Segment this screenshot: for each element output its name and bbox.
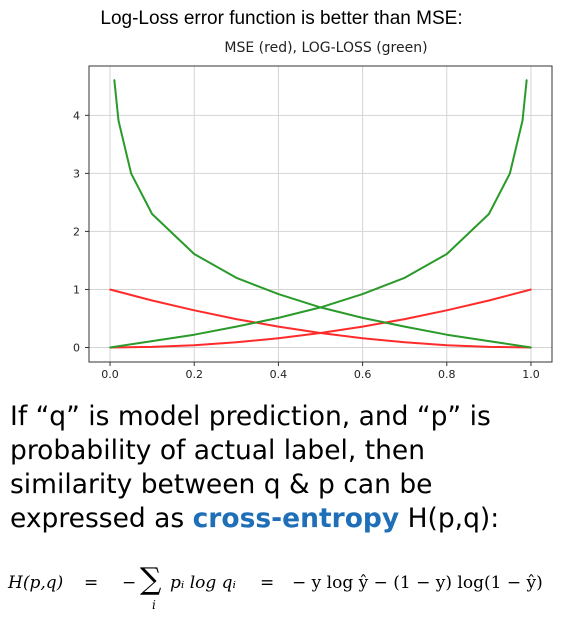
explanation-text: If “q” is model prediction, and “p” is p…	[10, 400, 555, 536]
data-point	[488, 299, 490, 302]
data-point	[361, 325, 364, 328]
grid-lines	[89, 66, 552, 362]
data-point	[361, 293, 364, 295]
data-point	[446, 309, 448, 312]
data-point	[151, 213, 153, 215]
y-tick-label: 2	[73, 225, 80, 238]
data-point	[488, 346, 490, 348]
axis-ticks: 0.0 0.2 0.4 0.6 0.8 1.0 0 1 2 3 4	[73, 109, 540, 381]
data-point	[113, 79, 116, 81]
data-point	[403, 325, 406, 328]
x-tick-label: 0.6	[354, 368, 372, 381]
data-point	[193, 333, 195, 336]
data-point	[151, 299, 153, 302]
sum-body: pᵢ log qᵢ	[170, 573, 236, 593]
data-point	[525, 79, 528, 81]
sum-symbol: ∑	[140, 562, 162, 597]
sum-index: i	[152, 598, 156, 612]
data-point	[403, 277, 406, 279]
chart-title: MSE (red), LOG-LOSS (green)	[224, 40, 427, 56]
x-tick-label: 0.4	[270, 368, 288, 381]
x-tick-label: 0.8	[438, 368, 456, 381]
cross-entropy-term: cross-entropy	[192, 503, 400, 534]
text-line-1: If “q” is model prediction, and “p” is	[10, 401, 491, 432]
data-point	[446, 344, 448, 347]
formula-minus: −	[122, 573, 137, 593]
data-point	[319, 306, 322, 309]
plot-frame	[88, 65, 553, 363]
data-point	[277, 337, 280, 340]
text-line-4-post: H(p,q):	[399, 503, 500, 534]
data-point	[277, 317, 280, 319]
data-point	[193, 309, 195, 312]
series-1	[109, 288, 532, 349]
data-point	[151, 340, 153, 342]
x-tick-label: 1.0	[522, 368, 540, 381]
data-point	[521, 119, 524, 122]
formula-equals-1: =	[84, 573, 99, 593]
data-point	[277, 293, 280, 295]
data-point	[130, 172, 132, 175]
y-tick-label: 0	[73, 341, 80, 354]
data-point	[530, 346, 532, 349]
text-line-4: expressed as cross-entropy H(p,q):	[10, 502, 555, 536]
data-point	[361, 317, 364, 319]
series-2	[113, 79, 532, 349]
data-point	[403, 318, 406, 320]
x-tick-label: 0.0	[101, 368, 119, 381]
data-point	[235, 277, 238, 279]
formula-rhs: − y log ŷ − (1 − y) log(1 − ŷ)	[292, 573, 543, 593]
data-point	[530, 288, 532, 291]
data-point	[235, 341, 238, 344]
loss-chart: MSE (red), LOG-LOSS (green) 0.0 0.2 0.4 0.6…	[73, 40, 553, 381]
series-lines	[109, 79, 532, 349]
formula-equals-2: =	[260, 573, 275, 593]
data-point	[277, 325, 280, 328]
data-point	[319, 332, 322, 334]
data-point	[488, 340, 490, 342]
data-point	[109, 346, 111, 349]
cross-entropy-formula: H(p,q) = − ∑ i pᵢ log qᵢ = − y log ŷ − (…	[8, 562, 558, 618]
data-point	[151, 346, 153, 348]
text-line-3: similarity between q & p can be	[10, 469, 433, 500]
formula-lhs: H(p,q)	[8, 573, 64, 593]
y-tick-label: 4	[73, 109, 80, 122]
series-3	[109, 79, 528, 349]
data-point	[509, 172, 511, 175]
x-tick-label: 0.2	[185, 368, 203, 381]
series-0	[109, 288, 532, 349]
data-point	[235, 318, 238, 320]
page-heading: Log-Loss error function is better than M…	[100, 8, 463, 29]
data-point	[193, 253, 195, 255]
y-tick-label: 1	[73, 283, 80, 296]
data-point	[446, 253, 448, 255]
data-point	[446, 333, 448, 336]
data-point	[235, 325, 238, 328]
data-point	[117, 119, 120, 122]
data-point	[488, 213, 490, 215]
data-point	[403, 341, 406, 344]
text-line-4-pre: expressed as	[10, 503, 193, 534]
data-point	[109, 288, 111, 291]
y-tick-label: 3	[73, 167, 80, 180]
data-point	[361, 337, 364, 340]
data-point	[193, 344, 195, 347]
series-line	[109, 79, 528, 349]
text-line-2: probability of actual label, then	[10, 435, 426, 466]
